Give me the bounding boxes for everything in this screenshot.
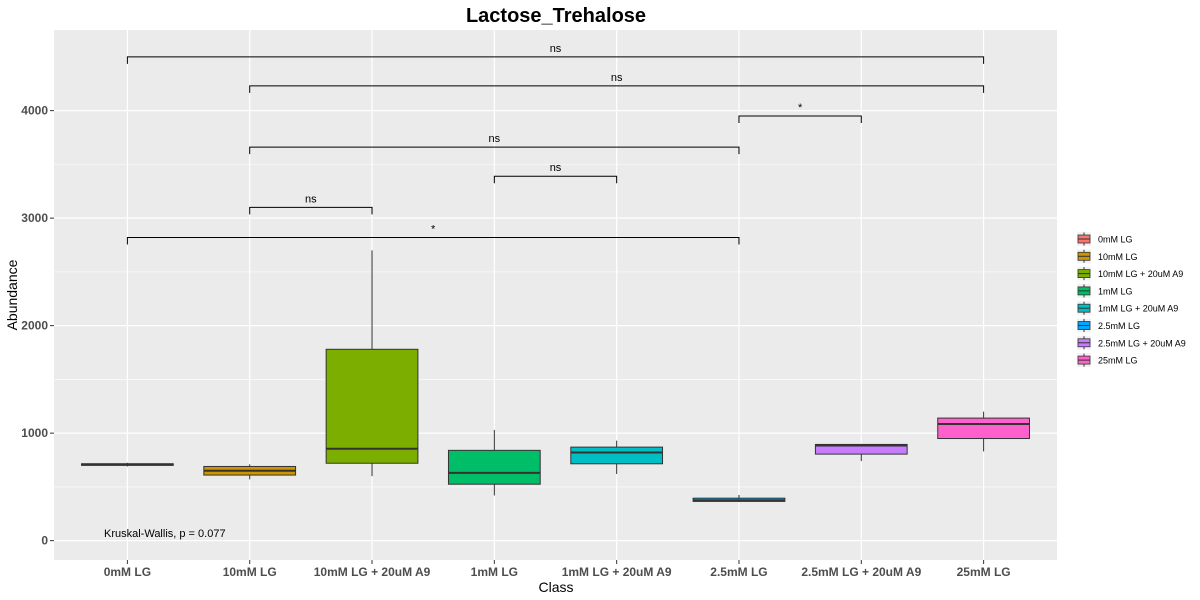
boxplots	[81, 250, 1030, 502]
significance-label: ns	[611, 72, 623, 84]
kruskal-wallis-annotation: Kruskal-Wallis, p = 0.077	[104, 528, 226, 540]
y-tick-label: 3000	[21, 211, 48, 225]
box-2-5mm-lg	[692, 494, 786, 502]
comparison-bracket: *	[738, 102, 862, 124]
legend-item: 10mM LG	[1077, 249, 1138, 264]
legend-item: 0mM LG	[1077, 232, 1133, 246]
legend-label: 1mM LG	[1098, 286, 1133, 296]
x-tick-label: 0mM LG	[104, 565, 151, 579]
bracket-line	[493, 175, 618, 184]
x-axis-label: Class	[538, 579, 573, 595]
x-tick-label: 1mM LG + 20uM A9	[562, 565, 672, 579]
x-tick-label: 10mM LG + 20uM A9	[314, 565, 431, 579]
legend-item: 1mM LG + 20uM A9	[1077, 301, 1178, 316]
significance-label: ns	[305, 193, 317, 205]
box-1mm-lg-20um-a9	[570, 440, 664, 474]
significance-label: ns	[550, 162, 562, 174]
comparison-bracket: ns	[249, 193, 373, 215]
comparison-bracket: ns	[493, 162, 618, 184]
comparison-bracket: *	[126, 223, 740, 245]
legend-label: 2.5mM LG	[1098, 321, 1140, 331]
y-tick-label: 4000	[21, 104, 48, 118]
legend-item: 2.5mM LG	[1077, 318, 1140, 333]
axes: 0 1000 2000 3000 4000 0mM LG 10mM LG 10mM LG + …	[21, 104, 1010, 579]
box-body	[570, 446, 664, 465]
x-tick-label: 25mM LG	[957, 565, 1011, 579]
y-tick-label: 1000	[21, 426, 48, 440]
box-2-5mm-lg-20um-a9	[814, 443, 908, 462]
legend-item: 25mM LG	[1077, 353, 1138, 368]
bracket-line	[249, 146, 740, 155]
significance-label: *	[798, 102, 803, 114]
x-tick-label: 10mM LG	[223, 565, 277, 579]
legend: 0mM LG 10mM LG 10mM LG + 20uM A9 1mM LG 1mM …	[1077, 232, 1186, 368]
legend-item: 2.5mM LG + 20uM A9	[1077, 335, 1186, 350]
significance-label: ns	[489, 133, 501, 145]
comparison-bracket: ns	[126, 43, 985, 64]
box-10mm-lg	[203, 464, 297, 480]
y-axis-label: Abundance	[4, 259, 20, 330]
legend-label: 1mM LG + 20uM A9	[1098, 304, 1178, 314]
bracket-line	[126, 56, 985, 64]
box-body	[447, 449, 541, 485]
bracket-line	[249, 206, 373, 215]
plot-panel	[54, 30, 1057, 560]
legend-label: 10mM LG + 20uM A9	[1098, 269, 1183, 279]
y-tick-label: 2000	[21, 319, 48, 333]
comparison-bracket: ns	[249, 72, 985, 93]
box-body	[937, 417, 1030, 440]
box-1mm-lg	[447, 429, 541, 496]
x-tick-label: 2.5mM LG + 20uM A9	[801, 565, 921, 579]
legend-item: 10mM LG + 20uM A9	[1077, 266, 1183, 281]
significance-label: *	[431, 223, 436, 235]
legend-label: 25mM LG	[1098, 356, 1138, 366]
legend-label: 10mM LG	[1098, 252, 1138, 262]
x-tick-label: 1mM LG	[471, 565, 518, 579]
y-tick-label: 0	[41, 534, 48, 548]
legend-label: 2.5mM LG + 20uM A9	[1098, 338, 1186, 348]
bracket-line	[249, 85, 985, 93]
significance-label: ns	[550, 43, 562, 55]
x-tick-label: 2.5mM LG	[710, 565, 767, 579]
comparison-bracket: ns	[249, 133, 740, 155]
bracket-line	[738, 115, 862, 124]
box-body	[814, 443, 908, 455]
box-10mm-lg-20um-a9	[325, 250, 419, 477]
chart-title: Lactose_Trehalose	[466, 5, 646, 27]
significance-brackets: ns ns * ns ns ns *	[126, 43, 985, 245]
box-0mm-lg	[81, 462, 174, 467]
box-25mm-lg	[937, 411, 1030, 452]
bracket-line	[126, 236, 740, 245]
legend-item: 1mM LG	[1077, 283, 1133, 298]
legend-label: 0mM LG	[1098, 235, 1133, 245]
box-body	[325, 348, 419, 464]
